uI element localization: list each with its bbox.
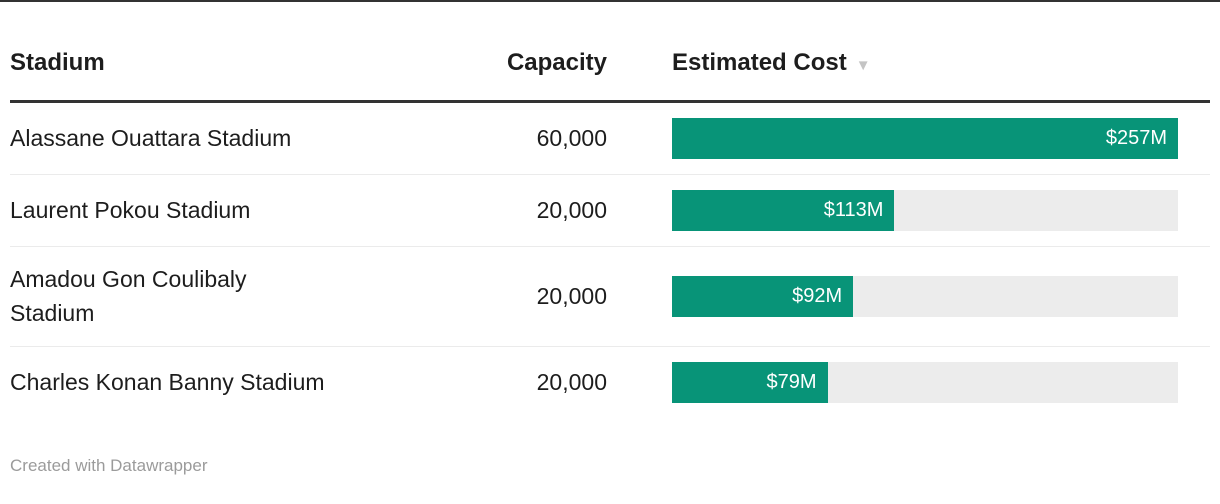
top-divider <box>0 0 1220 2</box>
cost-bar-track: $257M <box>672 117 1178 159</box>
stadium-name: Laurent Pokou Stadium <box>10 197 251 224</box>
cost-bar: $92M <box>672 275 854 317</box>
cost-bar: $257M <box>672 117 1178 159</box>
cost-bar: $113M <box>672 189 895 231</box>
table-row: Laurent Pokou Stadium 20,000 $113M <box>10 173 1210 246</box>
stadium-name: Amadou Gon Coulibaly Stadium <box>10 265 247 327</box>
cost-bar-label: $92M <box>792 284 843 307</box>
cost-bar-label: $257M <box>1105 126 1167 149</box>
cost-bar-label: $113M <box>823 198 884 221</box>
sort-descending-icon[interactable]: ▼ <box>855 57 871 74</box>
stadium-name: Alassane Ouattara Stadium <box>10 125 292 152</box>
cost-bar-label: $79M <box>766 370 817 393</box>
table-row: Charles Konan Banny Stadium 20,000 $79M <box>10 345 1210 418</box>
datawrapper-credit-link[interactable]: Created with Datawrapper <box>10 455 208 475</box>
column-header-capacity[interactable]: Capacity <box>506 49 607 76</box>
capacity-value: 20,000 <box>536 369 607 396</box>
cost-bar: $79M <box>672 361 828 403</box>
table-row: Alassane Ouattara Stadium 60,000 $257M <box>10 103 1210 174</box>
cost-bar-track: $92M <box>672 275 1178 317</box>
column-header-estimated-cost-label: Estimated Cost <box>672 49 847 76</box>
stadium-name: Charles Konan Banny Stadium <box>10 369 325 396</box>
capacity-value: 20,000 <box>536 283 607 310</box>
table-row: Amadou Gon Coulibaly Stadium 20,000 $92M <box>10 245 1210 346</box>
capacity-value: 60,000 <box>536 125 607 152</box>
table-container: Stadium Capacity Estimated Cost ▼ Alassan… <box>10 2 1210 476</box>
capacity-value: 20,000 <box>536 197 607 224</box>
cost-bar-track: $113M <box>672 189 1178 231</box>
column-header-estimated-cost[interactable]: Estimated Cost ▼ <box>672 49 1178 78</box>
cost-bar-track: $79M <box>672 361 1178 403</box>
column-header-stadium[interactable]: Stadium <box>10 49 105 76</box>
datawrapper-bar-table: Stadium Capacity Estimated Cost ▼ Alassan… <box>0 0 1220 476</box>
table-header-row: Stadium Capacity Estimated Cost ▼ <box>10 2 1210 103</box>
